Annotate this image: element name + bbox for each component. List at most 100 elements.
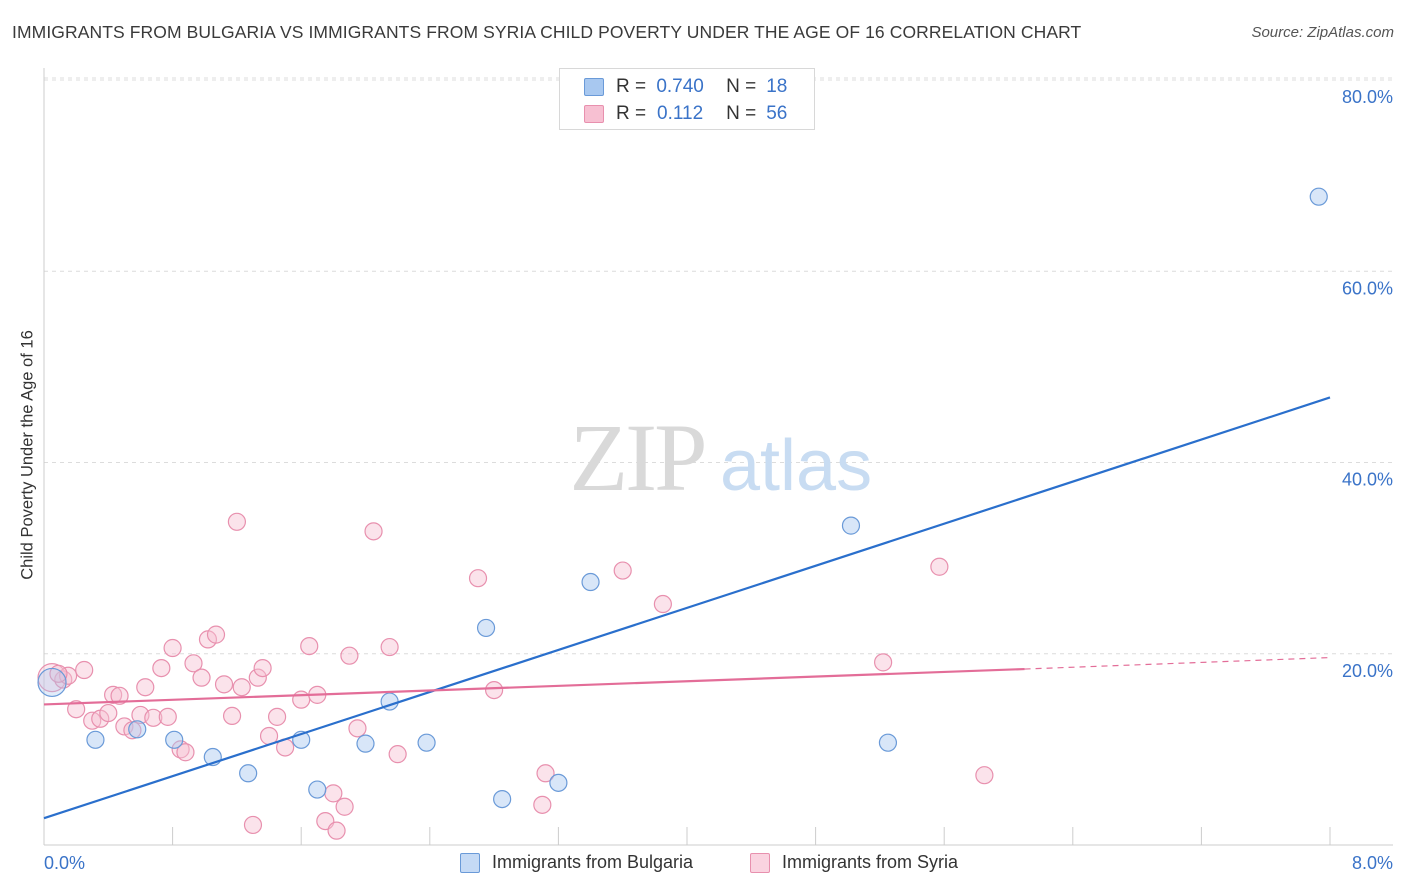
legend-swatch-bulgaria: [460, 852, 480, 873]
bulgaria-point: [1309, 187, 1328, 206]
syria-point: [340, 646, 359, 665]
legend-swatch-syria: [750, 852, 770, 873]
syria-point: [75, 660, 94, 680]
bulgaria-point: [86, 730, 105, 749]
syria-point: [192, 668, 211, 687]
syria-trendline: [43, 667, 1025, 706]
syria-point: [184, 654, 203, 673]
bulgaria-point: [165, 730, 184, 749]
syria-point: [136, 678, 155, 697]
tick-labels: 20.0% 40.0% 60.0% 80.0% 0.0% 8.0%: [44, 87, 1393, 873]
syria-point: [152, 658, 171, 678]
legend-r-label: R =: [616, 103, 647, 124]
syria-point: [49, 664, 68, 683]
legend-r-value: 0.740: [656, 76, 704, 97]
legend-swatch-bulgaria: [584, 78, 604, 96]
syria-point: [99, 703, 118, 723]
legend-r-value: 0.112: [657, 103, 704, 124]
syria-point: [533, 795, 552, 814]
source-credit: Source: ZipAtlas.com: [1251, 24, 1394, 41]
legend-n-label: N =: [726, 103, 757, 124]
trendlines: [43, 396, 1331, 820]
legend-label-syria: Immigrants from Syria: [782, 852, 959, 872]
syria-point: [171, 740, 190, 759]
syria-point: [222, 706, 242, 726]
syria-point: [227, 512, 246, 531]
legend-row-bulgaria: R = 0.740 N = 18: [584, 75, 787, 99]
syria-point: [110, 686, 129, 705]
syria-point: [468, 569, 488, 588]
axes: [43, 68, 1393, 846]
chart-title: IMMIGRANTS FROM BULGARIA VS IMMIGRANTS F…: [12, 22, 1082, 42]
correlation-legend: R = 0.740 N = 18 R = 0.112 N = 56: [559, 68, 815, 130]
x-tick-label: 0.0%: [44, 853, 85, 873]
y-tick-label: 40.0%: [1342, 470, 1393, 490]
syria-point: [267, 707, 287, 726]
watermark-zip: ZIP: [570, 404, 705, 511]
bulgaria-point: [549, 773, 568, 792]
legend-n-value: 56: [766, 103, 788, 124]
legend-n-value: 18: [766, 76, 788, 97]
syria-point: [243, 815, 263, 835]
syria-point: [206, 625, 226, 644]
bulgaria-point: [581, 572, 600, 592]
y-tick-label: 20.0%: [1342, 661, 1393, 681]
syria-point: [214, 675, 234, 694]
syria-point: [176, 743, 195, 762]
legend-n-label: N =: [726, 76, 757, 97]
syria-point: [232, 678, 251, 697]
legend-item-syria: Immigrants from Syria: [750, 852, 958, 873]
syria-point: [67, 700, 86, 719]
legend-row-syria: R = 0.112 N = 56: [584, 102, 787, 126]
syria-point: [300, 636, 319, 656]
syria-point: [327, 821, 346, 840]
bulgaria-point: [128, 720, 147, 739]
bulgaria-point: [878, 733, 898, 752]
legend-label-bulgaria: Immigrants from Bulgaria: [492, 852, 694, 872]
y-tick-label: 80.0%: [1342, 87, 1393, 107]
bulgaria-trendline: [43, 396, 1331, 820]
series-legend: Immigrants from Bulgaria Immigrants from…: [0, 850, 1406, 878]
bulgaria-point: [476, 618, 496, 638]
bulgaria-point: [356, 734, 375, 753]
y-tick-label: 60.0%: [1342, 278, 1393, 298]
legend-r-label: R =: [616, 76, 647, 97]
syria-point: [930, 557, 949, 576]
syria-point: [653, 594, 672, 614]
syria-point: [253, 658, 272, 678]
legend-item-bulgaria: Immigrants from Bulgaria: [460, 852, 693, 873]
syria-point: [158, 707, 177, 726]
series-bulgaria-points: [37, 187, 1328, 809]
syria-point: [324, 784, 343, 803]
syria-point: [348, 719, 367, 738]
watermark-atlas: atlas: [720, 426, 872, 506]
x-tick-label: 8.0%: [1352, 853, 1393, 873]
bulgaria-point: [493, 789, 512, 809]
syria-point: [248, 668, 267, 687]
syria-trendline-extension: [1024, 656, 1331, 670]
syria-point: [163, 638, 182, 658]
bulgaria-point: [308, 780, 327, 799]
syria-point: [388, 745, 407, 764]
bulgaria-point: [841, 516, 861, 535]
syria-point: [380, 637, 399, 657]
syria-point: [292, 690, 311, 709]
syria-point: [975, 766, 994, 785]
syria-point: [485, 680, 504, 700]
syria-point: [874, 653, 893, 672]
gridlines: [44, 77, 1393, 655]
syria-point: [335, 797, 354, 816]
legend-swatch-syria: [584, 105, 604, 123]
syria-point: [144, 708, 163, 727]
syria-point: [536, 764, 555, 783]
series-syria-points: [37, 512, 994, 840]
syria-point: [613, 561, 632, 580]
bulgaria-point: [417, 733, 436, 752]
bulgaria-point: [239, 764, 258, 783]
y-axis-label: Child Poverty Under the Age of 16: [18, 330, 37, 580]
bulgaria-point: [37, 667, 67, 698]
syria-point: [104, 685, 123, 704]
watermark: ZIP atlas: [570, 404, 873, 511]
syria-point: [364, 522, 383, 541]
